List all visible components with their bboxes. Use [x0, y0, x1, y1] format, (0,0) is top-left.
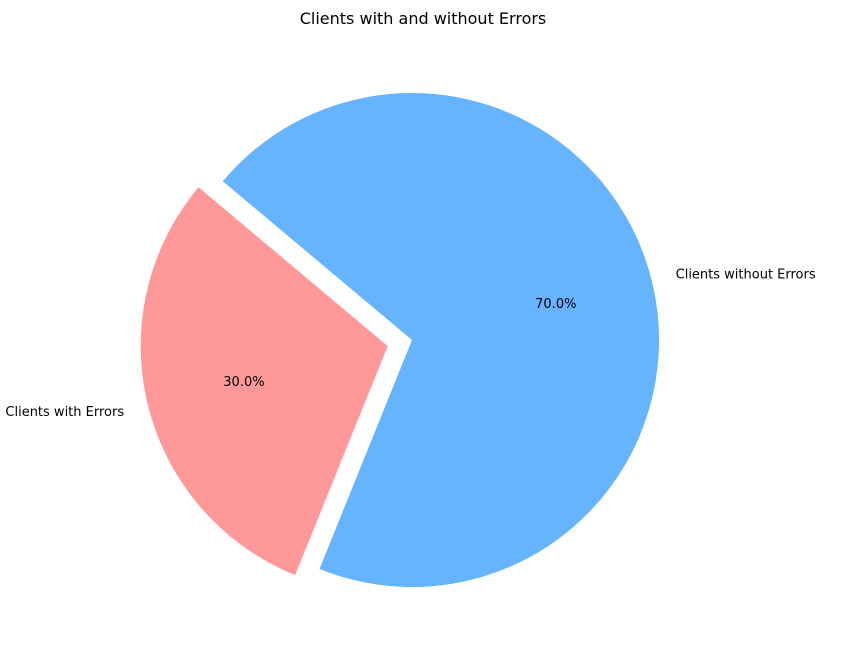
pie-slice-1	[140, 187, 388, 576]
pie-slices	[140, 93, 659, 587]
slice-label-2: Clients without Errors	[676, 267, 816, 282]
pie-slice-2	[222, 93, 659, 587]
chart-title: Clients with and without Errors	[300, 9, 547, 28]
slice-percent-1: 30.0%	[223, 375, 264, 390]
pie-labels: Clients with Errors 30.0% Clients without …	[5, 267, 815, 420]
slice-percent-2: 70.0%	[535, 297, 576, 312]
slice-label-1: Clients with Errors	[5, 405, 124, 420]
